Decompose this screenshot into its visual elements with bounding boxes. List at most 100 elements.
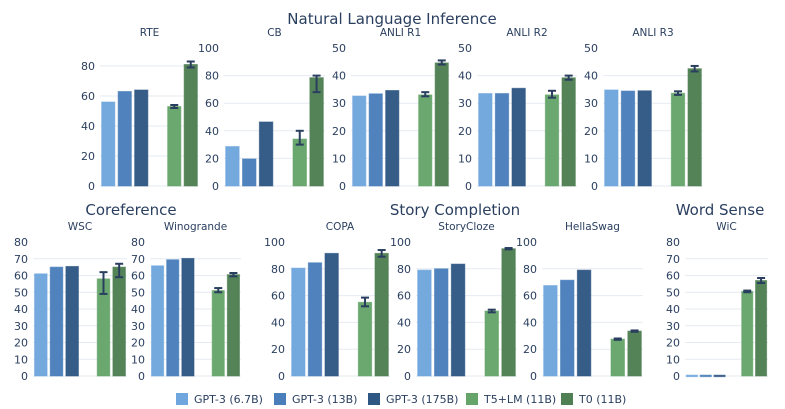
y-tick-label: 10 — [332, 152, 346, 165]
y-tick-label: 20 — [397, 343, 411, 356]
error-bar — [630, 329, 639, 333]
y-tick-label: 40 — [523, 316, 537, 329]
y-tick-label: 20 — [523, 343, 537, 356]
y-tick-label: 20 — [332, 125, 346, 138]
error-bar — [743, 289, 752, 294]
bar — [368, 93, 383, 187]
y-tick-label: 30 — [131, 320, 145, 333]
y-tick-label: 20 — [14, 337, 28, 350]
panel-title: CB — [267, 27, 282, 39]
bar — [685, 374, 698, 378]
bar — [226, 274, 240, 377]
error-bar — [186, 60, 195, 69]
y-tick-label: 100 — [198, 42, 219, 55]
y-tick-label: 80 — [131, 236, 145, 249]
y-tick-label: 10 — [14, 353, 28, 366]
bar — [699, 374, 712, 378]
y-tick-label: 30 — [584, 97, 598, 110]
bar — [183, 64, 198, 187]
error-bar — [690, 64, 699, 73]
bar — [478, 93, 493, 187]
bar — [65, 265, 79, 377]
bar — [544, 94, 560, 187]
y-tick-label: 40 — [81, 120, 95, 133]
error-bar — [548, 89, 556, 99]
bar — [561, 77, 576, 187]
error-bar — [229, 271, 238, 278]
y-tick-label: 30 — [332, 97, 346, 110]
y-tick-label: 0 — [138, 370, 145, 383]
panel-cb: 0 20 40 60 80 100 CB — [198, 27, 325, 193]
bar — [292, 138, 307, 187]
bar — [560, 279, 575, 377]
error-bar — [504, 247, 513, 251]
bar — [713, 374, 726, 378]
y-tick-label: 70 — [666, 253, 680, 266]
bar — [309, 77, 324, 187]
y-tick-label: 60 — [131, 270, 145, 283]
y-tick-label: 80 — [14, 236, 28, 249]
y-tick-label: 20 — [271, 343, 285, 356]
y-tick-label: 50 — [14, 286, 28, 299]
bar — [385, 90, 400, 187]
error-bar — [437, 59, 446, 66]
panel-title: ANLI R2 — [506, 27, 547, 39]
panel-title: ANLI R3 — [632, 27, 673, 39]
y-tick-label: 30 — [14, 320, 28, 333]
y-tick-label: 80 — [666, 236, 680, 249]
bar — [112, 266, 126, 377]
error-bar — [674, 90, 682, 96]
legend-item: T5+LM (11B) — [466, 393, 556, 406]
y-tick-label: 50 — [332, 42, 346, 55]
y-tick-label: 20 — [205, 152, 219, 165]
panel-storycloze: 0 20 40 60 80 100 StoryCloze — [390, 221, 517, 383]
y-tick-label: 80 — [523, 263, 537, 276]
legend-label: GPT-3 (6.7B) — [194, 393, 263, 406]
panel-winogrande: 0 10 20 30 40 50 60 70 80 Winogrande — [131, 221, 241, 383]
y-tick-label: 0 — [212, 180, 219, 193]
bar — [755, 280, 768, 377]
panel-wic: 0 10 20 30 40 50 60 70 80 WiC — [666, 221, 768, 383]
y-tick-label: 0 — [21, 370, 28, 383]
bar — [101, 101, 116, 187]
y-tick-label: 70 — [131, 253, 145, 266]
panel-title: WSC — [68, 221, 92, 233]
y-tick-label: 50 — [666, 286, 680, 299]
panel-anli-r3: 0 10 20 30 40 50 ANLI R3 — [584, 27, 703, 193]
bar — [211, 290, 225, 377]
y-tick-label: 40 — [14, 303, 28, 316]
y-tick-label: 40 — [332, 70, 346, 83]
panel-title: COPA — [326, 221, 355, 233]
y-tick-label: 0 — [673, 370, 680, 383]
y-tick-label: 0 — [88, 180, 95, 193]
y-tick-label: 80 — [397, 263, 411, 276]
bar — [610, 338, 625, 377]
bar — [620, 90, 636, 187]
y-tick-label: 60 — [666, 270, 680, 283]
y-tick-label: 40 — [205, 125, 219, 138]
legend-swatch — [274, 393, 286, 405]
bar — [494, 93, 510, 187]
bar — [687, 68, 702, 187]
bar — [166, 259, 180, 377]
y-tick-label: 60 — [271, 290, 285, 303]
panel-title: Winogrande — [164, 221, 227, 233]
bar — [501, 248, 516, 377]
y-tick-label: 10 — [584, 152, 598, 165]
error-bar — [99, 271, 108, 295]
y-tick-label: 10 — [131, 353, 145, 366]
bar — [511, 87, 526, 187]
y-tick-label: 50 — [131, 286, 145, 299]
bar — [670, 92, 686, 187]
bar — [434, 62, 449, 187]
group-title-story-completion: Story Completion — [390, 201, 520, 219]
y-tick-label: 100 — [390, 236, 411, 249]
y-tick-label: 40 — [397, 316, 411, 329]
y-tick-label: 10 — [458, 152, 472, 165]
legend-item: GPT-3 (13B) — [274, 393, 357, 406]
y-tick-label: 60 — [205, 97, 219, 110]
bar — [324, 252, 339, 377]
bar — [117, 91, 132, 187]
